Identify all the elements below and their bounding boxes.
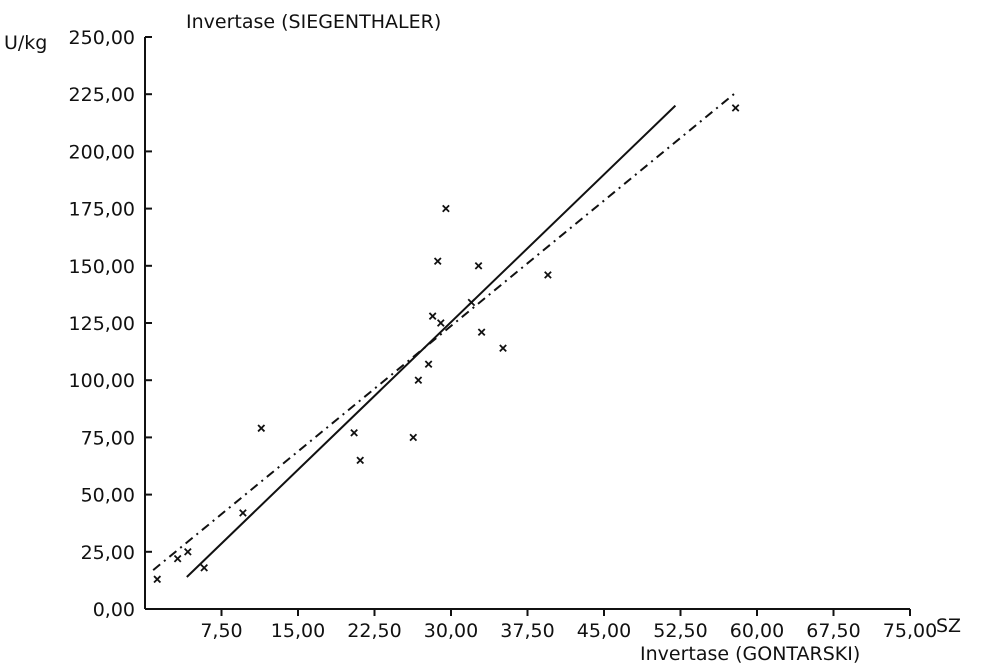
data-point-x-marker [499,344,507,353]
x-tick-label: 15,00 [271,620,325,642]
data-point-x-marker [433,257,442,266]
data-point-x-marker [424,360,433,369]
data-point-x-marker [257,424,266,433]
data-point-x-marker [350,428,358,437]
data-point-x-marker [414,376,423,385]
x-axis-unit: SZ [936,615,961,637]
y-tick-label: 125,00 [69,313,135,335]
y-tick-label: 50,00 [81,485,135,507]
y-axis-ticks: 0,00 25,00 50,00 75,00 100,00 125,00 150,00 175… [69,27,152,621]
data-point-x-marker [409,433,418,442]
data-point-x-marker [436,319,445,327]
data-point-x-marker [428,312,437,320]
y-axis-label: U/kg [4,32,47,54]
dash-dot-regression-line [152,91,738,571]
x-tick-label: 67,50 [806,620,860,642]
x-tick-label: 30,00 [424,620,478,642]
data-point-x-marker [184,547,192,556]
x-axis-ticks: 7,50 15,00 22,50 30,00 37,50 45,00 52,50 60,00 6… [200,609,937,642]
y-tick-label: 100,00 [69,370,135,392]
x-tick-label: 37,50 [500,620,554,642]
x-tick-label: 22,50 [347,620,401,642]
data-point-x-marker [239,509,247,517]
x-axis-label: Invertase (GONTARSKI) [640,643,860,664]
y-tick-label: 200,00 [69,141,135,163]
x-tick-label: 45,00 [577,620,631,642]
y-tick-label: 0,00 [93,599,135,621]
y-tick-label: 225,00 [69,84,135,106]
y-tick-label: 25,00 [81,542,135,564]
y-tick-label: 150,00 [69,256,135,278]
x-tick-label: 60,00 [730,620,784,642]
data-point-x-marker [544,271,552,279]
data-point-x-marker [477,328,486,336]
data-point-x-marker [442,204,450,213]
chart-title: Invertase (SIEGENTHALER) [186,11,441,33]
data-point-x-marker [356,456,365,465]
data-point-x-marker [467,298,476,307]
data-point-x-marker [173,554,182,563]
chart-title-text: Invertase (SIEGENTHALER) [186,11,441,33]
data-point-x-marker [200,563,208,572]
y-tick-label: 75,00 [81,427,135,449]
data-point-x-marker [731,104,740,112]
data-point-x-marker [474,261,483,270]
data-points [153,104,740,584]
x-tick-label: 52,50 [653,620,707,642]
data-point-x-marker [153,575,162,584]
x-tick-label: 75,00 [883,620,937,642]
y-tick-label: 250,00 [69,27,135,49]
regression-lines [152,91,738,578]
y-tick-label: 175,00 [69,199,135,221]
x-tick-label: 7,50 [200,620,242,642]
